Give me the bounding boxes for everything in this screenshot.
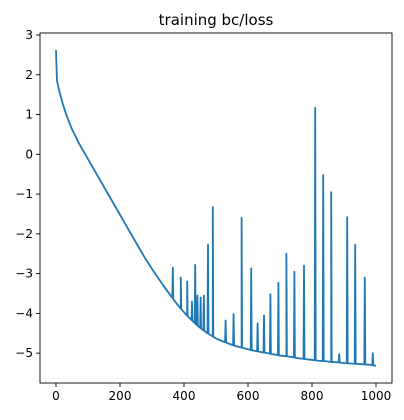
x-tick-label: 600: [237, 389, 260, 403]
plot-area: [55, 50, 377, 367]
y-tick-label: 1: [25, 108, 33, 122]
x-tick-label: 800: [301, 389, 324, 403]
y-tick-label: 2: [25, 68, 33, 82]
y-tick-label: −2: [15, 227, 33, 241]
y-tick-label: −1: [15, 187, 33, 201]
y-tick-label: 3: [25, 28, 33, 42]
y-tick-label: 0: [25, 147, 33, 161]
y-tick-label: −3: [15, 267, 33, 281]
axes: 0 200 400 600 800 1000 −5 −4 −3 −2 −1 0 1 2 3: [15, 28, 393, 403]
chart-title: training bc/loss: [159, 11, 274, 29]
y-tick-label: −4: [15, 306, 33, 320]
series-line-loss: [55, 50, 377, 367]
plot-frame: [39, 32, 393, 384]
x-tick-label: 0: [52, 389, 60, 403]
x-tick-label: 200: [109, 389, 132, 403]
x-tick-label: 400: [173, 389, 196, 403]
x-tick-label: 1000: [361, 389, 392, 403]
y-tick-label: −5: [15, 346, 33, 360]
